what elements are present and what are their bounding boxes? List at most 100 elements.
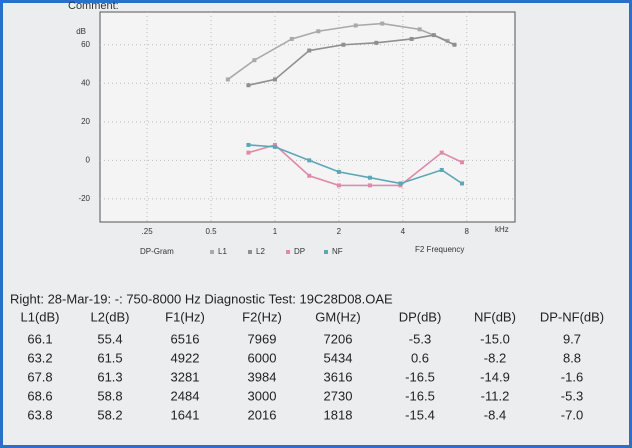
x-tick-label: 8 xyxy=(465,227,470,236)
legend-label: DP xyxy=(294,247,305,256)
table-cell: 61.3 xyxy=(97,369,122,384)
x-unit: kHz xyxy=(495,225,509,234)
page: Comment: -20 0 20 40 60 .25 0.5 1 2 4 8 dB kHz F2 Fre… xyxy=(0,0,632,448)
legend-label: NF xyxy=(332,247,343,256)
table-cell: 0.6 xyxy=(411,350,429,365)
table-cell: 2016 xyxy=(248,407,277,422)
table-cell: 3984 xyxy=(248,369,277,384)
comment: Comment: xyxy=(68,0,119,12)
table-cell: 55.4 xyxy=(97,331,122,346)
column-header: L1(dB) xyxy=(20,309,59,324)
table-cell: 8.8 xyxy=(563,350,581,365)
point-marker xyxy=(460,181,464,185)
table-cell: 9.7 xyxy=(563,331,581,346)
point-marker xyxy=(246,151,250,155)
point-marker xyxy=(337,170,341,174)
table-cell: 7969 xyxy=(248,331,277,346)
table-cell: 3000 xyxy=(248,388,277,403)
table-cell: 4922 xyxy=(171,350,200,365)
column-header: DP-NF(dB) xyxy=(540,309,604,324)
point-marker xyxy=(440,168,444,172)
legend-label: L1 xyxy=(218,247,227,256)
point-marker xyxy=(307,158,311,162)
table-cell: 2484 xyxy=(171,388,200,403)
point-marker xyxy=(307,174,311,178)
point-marker xyxy=(374,41,378,45)
table-cell: 66.1 xyxy=(27,331,52,346)
table-cell: 2730 xyxy=(324,388,353,403)
table-cell: -15.4 xyxy=(405,407,435,422)
point-marker xyxy=(290,37,294,41)
point-marker xyxy=(226,77,230,81)
table-cell: 61.5 xyxy=(97,350,122,365)
x-tick-label: 1 xyxy=(273,227,278,236)
legend-swatch xyxy=(210,250,214,254)
x-tick-label: 0.5 xyxy=(205,227,217,236)
table-cell: -11.2 xyxy=(481,388,510,403)
table-caption: Right: 28-Mar-19: -: 750-8000 Hz Diagnos… xyxy=(10,291,393,306)
x-axis-label: F2 Frequency xyxy=(415,245,464,254)
x-tick-label: 4 xyxy=(401,227,406,236)
point-marker xyxy=(252,58,256,62)
point-marker xyxy=(368,183,372,187)
point-marker xyxy=(307,49,311,53)
table-cell: -16.5 xyxy=(405,388,435,403)
legend-swatch xyxy=(286,250,290,254)
table-cell: 67.8 xyxy=(27,369,52,384)
legend-swatch xyxy=(324,250,328,254)
y-tick-label: 20 xyxy=(81,117,90,126)
table-cell: -5.3 xyxy=(561,388,583,403)
y-tick-label: 40 xyxy=(81,78,90,87)
column-header: NF(dB) xyxy=(474,309,516,324)
x-tick-label: 2 xyxy=(337,227,342,236)
table-cell: -15.0 xyxy=(480,331,510,346)
table-cell: -7.0 xyxy=(561,407,583,422)
table-cell: 3281 xyxy=(171,369,200,384)
column-header: L2(dB) xyxy=(90,309,129,324)
table-cell: 3616 xyxy=(324,369,353,384)
table-cell: 68.6 xyxy=(27,388,52,403)
point-marker xyxy=(316,29,320,33)
point-marker xyxy=(452,43,456,47)
point-marker xyxy=(432,33,436,37)
column-header: DP(dB) xyxy=(399,309,442,324)
point-marker xyxy=(410,37,414,41)
table-cell: -5.3 xyxy=(409,331,431,346)
column-header: F1(Hz) xyxy=(165,309,205,324)
point-marker xyxy=(398,181,402,185)
point-marker xyxy=(337,183,341,187)
x-tick-label: .25 xyxy=(142,227,154,236)
table-cell: 5434 xyxy=(324,350,353,365)
table-cell: 7206 xyxy=(324,331,353,346)
screenshot: Comment: -20 0 20 40 60 .25 0.5 1 2 4 8 dB kHz F2 Fre… xyxy=(0,0,632,448)
point-marker xyxy=(341,43,345,47)
table-cell: 6516 xyxy=(171,331,200,346)
y-unit: dB xyxy=(76,27,86,36)
point-marker xyxy=(354,23,358,27)
point-marker xyxy=(460,160,464,164)
point-marker xyxy=(273,145,277,149)
y-tick-label: 0 xyxy=(86,155,91,164)
table-cell: 1641 xyxy=(171,407,200,422)
point-marker xyxy=(380,22,384,26)
point-marker xyxy=(368,176,372,180)
point-marker xyxy=(440,151,444,155)
legend-label: L2 xyxy=(256,247,265,256)
point-marker xyxy=(273,77,277,81)
table-cell: -1.6 xyxy=(561,369,583,384)
point-marker xyxy=(418,27,422,31)
y-tick-label: 60 xyxy=(81,40,90,49)
column-header: F2(Hz) xyxy=(242,309,282,324)
table-cell: -8.4 xyxy=(484,407,506,422)
y-tick-label: -20 xyxy=(78,194,90,203)
table-cell: 58.2 xyxy=(97,407,122,422)
column-header: GM(Hz) xyxy=(315,309,361,324)
table-cell: 6000 xyxy=(248,350,277,365)
point-marker xyxy=(246,143,250,147)
point-marker xyxy=(246,83,250,87)
table-cell: 1818 xyxy=(324,407,353,422)
table-cell: -8.2 xyxy=(484,350,506,365)
table-cell: 58.8 xyxy=(97,388,122,403)
legend-title: DP-Gram xyxy=(140,247,174,256)
table-cell: 63.2 xyxy=(27,350,52,365)
